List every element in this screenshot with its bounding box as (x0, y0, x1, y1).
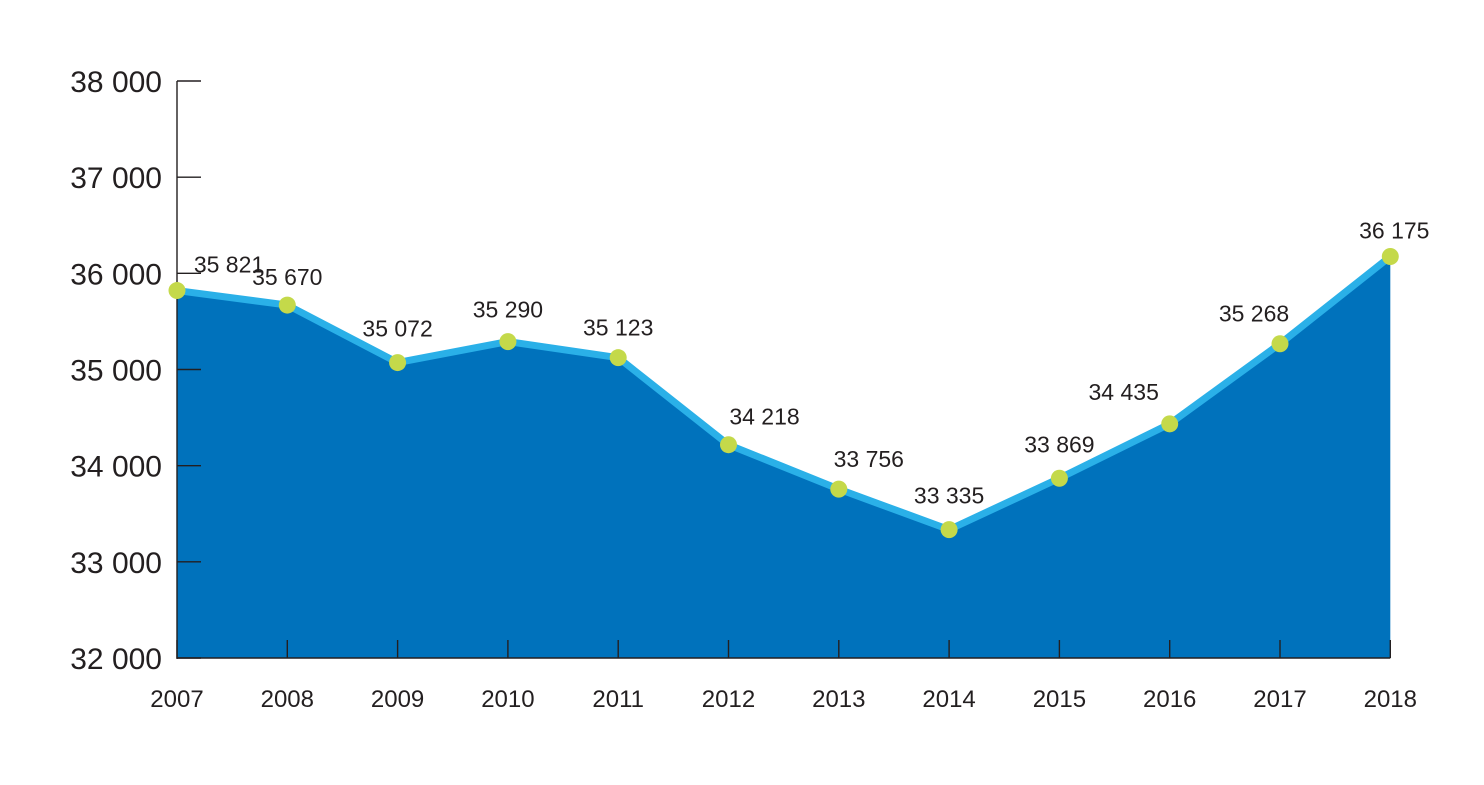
data-point (940, 521, 958, 539)
x-tick-label: 2013 (812, 686, 865, 713)
data-point (609, 349, 627, 367)
data-point (1161, 415, 1179, 433)
data-label: 36 175 (1359, 218, 1429, 244)
y-tick-label: 32 000 (70, 643, 162, 676)
y-tick-label: 38 000 (70, 66, 162, 99)
data-label: 34 218 (729, 404, 799, 430)
data-label: 35 290 (473, 297, 543, 323)
data-label: 34 435 (1089, 379, 1159, 405)
data-point (278, 296, 296, 314)
x-tick-label: 2010 (481, 686, 534, 713)
y-tick-label: 33 000 (70, 547, 162, 580)
data-point (168, 282, 186, 300)
data-point (499, 333, 517, 351)
area-fill (177, 256, 1391, 658)
data-point (720, 436, 737, 454)
markers-layer (168, 248, 1399, 539)
data-label: 35 072 (362, 316, 432, 342)
x-tick-label: 2011 (592, 686, 644, 713)
y-tick-label: 35 000 (70, 355, 162, 388)
data-label: 33 869 (1024, 431, 1094, 457)
y-tick-label: 36 000 (70, 258, 162, 291)
x-tick-label: 2017 (1253, 686, 1306, 713)
x-tick-label: 2008 (261, 686, 314, 713)
y-tick-label: 34 000 (70, 451, 162, 484)
x-tick-label: 2007 (150, 686, 203, 713)
x-tick-label: 2009 (371, 686, 424, 713)
data-label: 35 268 (1219, 301, 1289, 327)
line-layer (173, 253, 1394, 534)
data-label: 33 756 (834, 446, 904, 472)
data-point (389, 354, 407, 372)
x-tick-label: 2012 (702, 686, 755, 713)
series-line (173, 253, 1394, 534)
y-tick-label: 37 000 (70, 162, 162, 195)
x-tick-label: 2018 (1364, 686, 1417, 713)
data-label: 33 335 (914, 483, 984, 509)
data-label: 35 821 (194, 252, 264, 278)
x-tick-label: 2015 (1033, 686, 1086, 713)
x-tick-label: 2014 (922, 686, 975, 713)
data-point (1381, 248, 1399, 266)
area-layer (177, 256, 1391, 658)
data-point (1271, 335, 1289, 353)
x-tick-label: 2016 (1143, 686, 1196, 713)
data-point (1050, 469, 1068, 487)
data-point (830, 480, 848, 498)
data-label: 35 123 (583, 315, 653, 341)
data-label: 35 670 (252, 264, 322, 290)
axes-layer: 38 000 37 000 36 000 35 000 34 000 33 000 32 0… (70, 66, 1417, 713)
